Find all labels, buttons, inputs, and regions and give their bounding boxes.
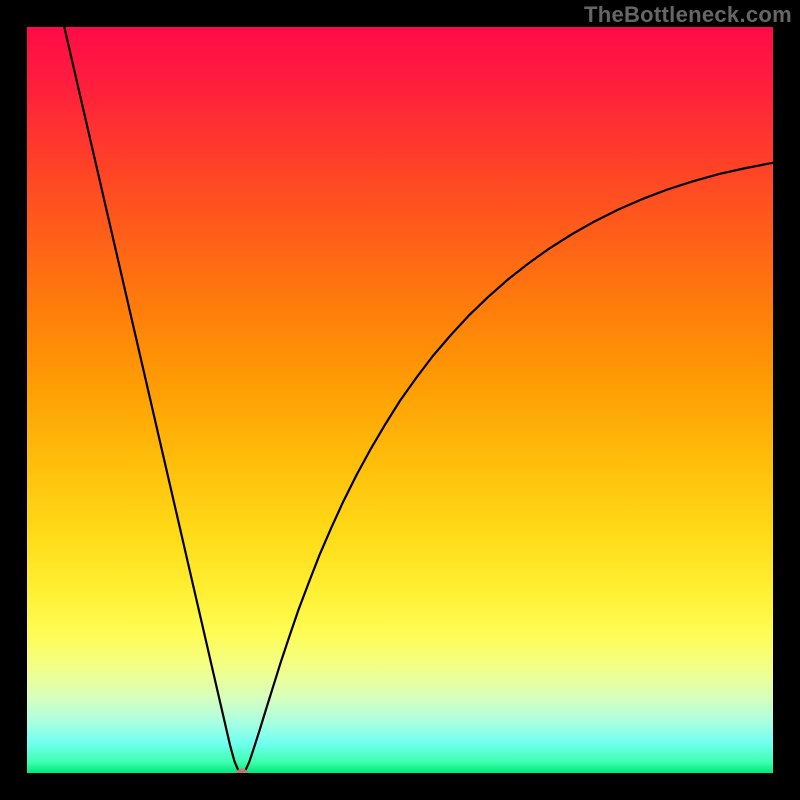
chart-svg: [27, 27, 773, 773]
bottleneck-chart: [27, 27, 773, 773]
frame: TheBottleneck.com: [0, 0, 800, 800]
watermark-text: TheBottleneck.com: [584, 2, 792, 28]
